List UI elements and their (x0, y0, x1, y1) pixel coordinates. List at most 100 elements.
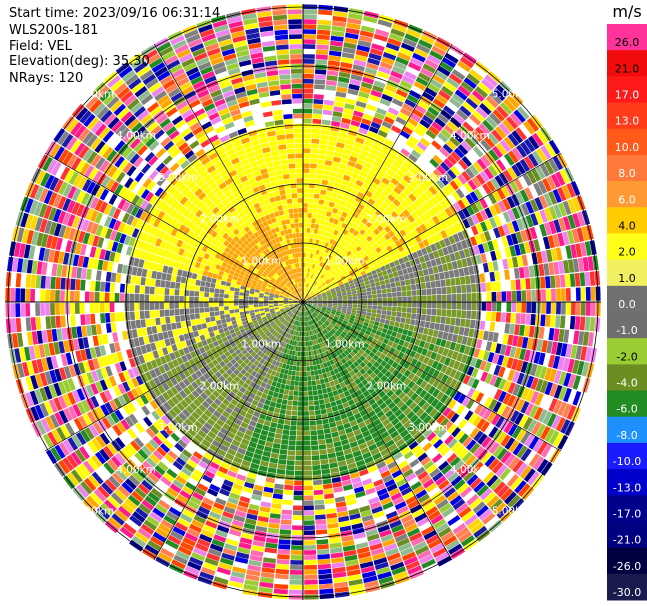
velocity-cell (402, 302, 407, 307)
velocity-cell (311, 143, 319, 149)
velocity-cell (326, 512, 338, 519)
velocity-cell (308, 198, 314, 204)
velocity-cell (347, 299, 353, 302)
velocity-cell (376, 289, 382, 294)
velocity-cell (309, 290, 313, 295)
velocity-cell (327, 527, 340, 534)
velocity-cell (303, 178, 309, 183)
velocity-cell (562, 216, 571, 231)
velocity-cell (361, 288, 367, 293)
velocity-cell (309, 178, 316, 184)
velocity-cell (315, 178, 322, 185)
velocity-cell (477, 263, 484, 274)
velocity-cell (484, 219, 493, 230)
velocity-cell (443, 271, 450, 279)
velocity-cell (313, 228, 319, 234)
velocity-cell (558, 202, 567, 217)
velocity-cell (280, 404, 287, 410)
velocity-cell (322, 283, 327, 288)
velocity-cell (539, 223, 547, 237)
velocity-cell (543, 222, 552, 236)
velocity-cell (341, 179, 349, 186)
velocity-cell (334, 151, 343, 158)
velocity-cell (448, 235, 456, 245)
velocity-cell (320, 281, 325, 286)
velocity-cell (375, 285, 381, 290)
velocity-cell (303, 282, 305, 288)
velocity-cell (585, 347, 592, 362)
velocity-cell (303, 29, 317, 35)
velocity-cell (550, 173, 561, 188)
velocity-cell (308, 400, 314, 406)
velocity-cell (284, 419, 291, 426)
velocity-cell (370, 194, 379, 202)
velocity-cell (375, 173, 384, 181)
velocity-cell (307, 297, 312, 300)
velocity-cell (377, 297, 383, 302)
velocity-cell (499, 156, 511, 169)
velocity-cell (419, 232, 427, 241)
velocity-cell (303, 450, 311, 456)
velocity-cell (507, 133, 519, 147)
velocity-cell (449, 180, 459, 191)
velocity-cell (377, 169, 387, 177)
velocity-cell (342, 306, 348, 309)
velocity-cell (414, 48, 429, 59)
velocity-cell (419, 137, 431, 148)
velocity-cell (523, 266, 530, 278)
velocity-cell (307, 288, 310, 294)
velocity-cell (415, 186, 424, 196)
velocity-cell (399, 322, 405, 329)
velocity-cell (427, 54, 441, 65)
velocity-cell (316, 169, 324, 175)
velocity-cell (465, 97, 479, 110)
velocity-cell (351, 290, 357, 294)
velocity-cell (341, 267, 347, 273)
velocity-cell (439, 200, 449, 210)
velocity-cell (369, 266, 376, 272)
velocity-cell (469, 274, 476, 284)
velocity-cell (451, 294, 457, 302)
velocity-cell (304, 569, 318, 575)
velocity-cell (336, 193, 344, 200)
velocity-cell (528, 265, 535, 278)
velocity-cell (362, 245, 369, 252)
velocity-cell (502, 211, 511, 223)
velocity-cell (309, 258, 312, 264)
velocity-cell (303, 93, 313, 99)
velocity-cell (565, 288, 571, 301)
velocity-cell (507, 222, 515, 234)
velocity-cell (315, 69, 327, 75)
velocity-cell (344, 144, 353, 151)
velocity-cell (275, 568, 289, 575)
velocity-cell (557, 356, 565, 371)
velocity-cell (358, 222, 365, 229)
velocity-cell (415, 226, 423, 235)
velocity-cell (311, 445, 319, 451)
velocity-cell (346, 250, 352, 257)
velocity-cell (346, 231, 353, 238)
velocity-cell (422, 202, 431, 211)
velocity-cell (325, 503, 336, 509)
velocity-cell (328, 135, 338, 142)
velocity-cell (575, 302, 581, 316)
velocity-cell (480, 139, 492, 152)
velocity-cell (342, 297, 348, 300)
velocity-cell (566, 230, 575, 245)
velocity-cell (414, 208, 423, 217)
velocity-cell (373, 235, 380, 243)
velocity-cell (520, 203, 530, 216)
velocity-cell (437, 330, 444, 339)
velocity-cell (332, 20, 347, 28)
velocity-cell (500, 280, 506, 291)
velocity-cell (429, 50, 444, 61)
velocity-cell (341, 117, 351, 125)
velocity-cell (424, 147, 435, 158)
velocity-cell (321, 210, 327, 216)
velocity-cell (410, 284, 417, 291)
velocity-cell (332, 280, 337, 285)
velocity-cell (537, 180, 548, 194)
velocity-cell (303, 44, 316, 49)
velocity-cell (522, 173, 533, 187)
velocity-cell (433, 41, 449, 52)
